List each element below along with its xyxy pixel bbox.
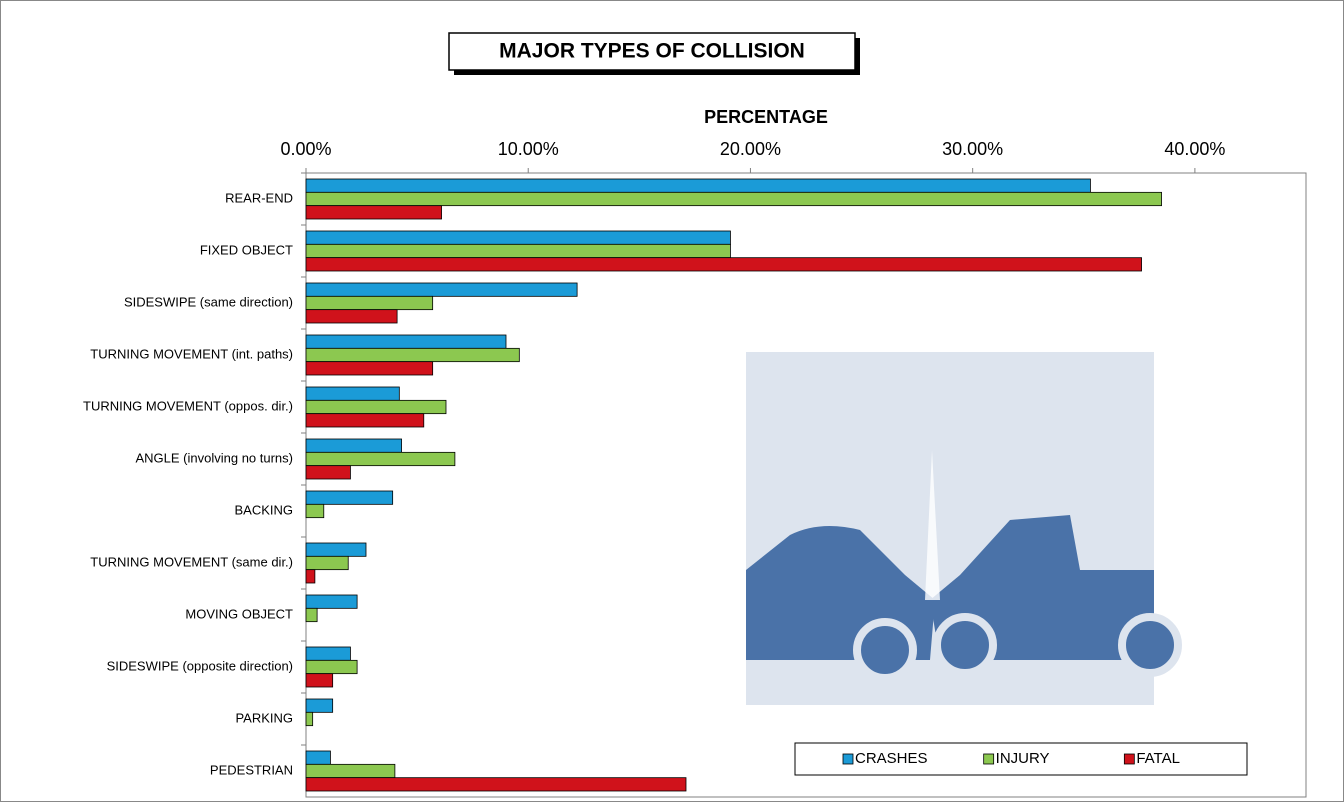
bar (305, 763, 396, 779)
y-tick-label: PARKING (235, 710, 293, 725)
bar (305, 386, 400, 401)
y-tick-label: MOVING OBJECT (185, 606, 293, 621)
legend-label: CRASHES (855, 750, 928, 767)
y-tick-label: FIXED OBJECT (200, 242, 293, 257)
bar (305, 555, 349, 571)
bar (305, 334, 507, 349)
legend-box (794, 742, 1248, 776)
bar (305, 673, 334, 688)
bar (305, 711, 314, 727)
y-tick-label: SIDESWIPE (opposite direction) (107, 658, 293, 673)
bar (305, 438, 402, 453)
bar (305, 659, 358, 675)
bar (305, 230, 731, 245)
bar (305, 347, 520, 363)
chart-title: MAJOR TYPES OF COLLISION (499, 40, 805, 63)
y-tick-label: BACKING (234, 502, 293, 517)
y-tick-label: TURNING MOVEMENT (int. paths) (90, 346, 293, 361)
y-tick-label: TURNING MOVEMENT (same dir.) (90, 554, 293, 569)
bar (305, 542, 367, 557)
spark (925, 450, 940, 600)
bar (305, 503, 325, 519)
bar (305, 777, 687, 792)
bar (305, 295, 434, 311)
x-axis-title: PERCENTAGE (704, 107, 828, 127)
bar (305, 361, 434, 376)
x-tick-label: 10.00% (498, 139, 559, 159)
bar (305, 282, 578, 297)
bar (305, 243, 731, 259)
legend-label: INJURY (996, 750, 1050, 767)
y-tick-label: SIDESWIPE (same direction) (124, 294, 293, 309)
bar (305, 309, 398, 324)
wheel (853, 618, 917, 682)
bar (305, 569, 316, 584)
wheel (1118, 613, 1182, 677)
x-tick-label: 20.00% (720, 139, 781, 159)
x-tick-label: 0.00% (280, 139, 331, 159)
bar (305, 399, 447, 415)
bar (305, 607, 318, 623)
title-box (448, 32, 856, 71)
bar (305, 257, 1142, 272)
bar (305, 646, 351, 661)
bar (305, 490, 394, 505)
legend-label: FATAL (1136, 750, 1180, 767)
y-tick-label: ANGLE (involving no turns) (135, 450, 293, 465)
bar (305, 178, 1091, 193)
bar (305, 191, 1162, 207)
bar (305, 413, 425, 428)
bar (305, 205, 442, 220)
wheel (933, 613, 997, 677)
legend-swatch (842, 753, 854, 765)
bar (305, 750, 331, 765)
y-tick-label: TURNING MOVEMENT (oppos. dir.) (83, 398, 293, 413)
y-tick-label: REAR-END (225, 190, 293, 205)
crash-picture (746, 352, 1182, 705)
x-tick-label: 30.00% (942, 139, 1003, 159)
bar (305, 698, 334, 713)
legend-swatch (1123, 753, 1135, 765)
x-tick-label: 40.00% (1164, 139, 1225, 159)
y-tick-label: PEDESTRIAN (210, 762, 293, 777)
bar (305, 465, 351, 480)
bar (305, 451, 456, 467)
legend-swatch (983, 753, 995, 765)
bar (305, 594, 358, 609)
